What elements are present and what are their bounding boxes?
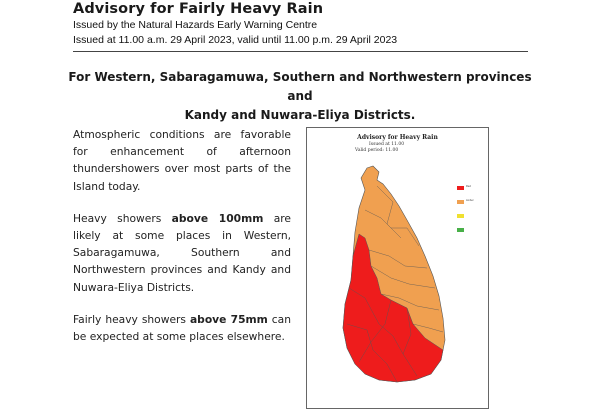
heavy-text-pre: Heavy showers xyxy=(73,211,172,225)
district-borders xyxy=(346,185,444,383)
legend-label-red: Red xyxy=(466,185,471,188)
affected-areas-heading: For Western, Sabaragamuwa, Southern and … xyxy=(60,68,540,125)
heavy-threshold: above 100mm xyxy=(171,211,264,225)
map-issued-text: Issued at 11.00 xyxy=(369,142,405,147)
map-region-heavy-rain xyxy=(342,233,444,383)
page-title: Advisory for Fairly Heavy Rain xyxy=(73,1,324,17)
issuer-line: Issued by the Natural Hazards Early Warn… xyxy=(73,19,318,31)
paragraph-heavy-showers: Heavy showers above 100mm are likely at … xyxy=(73,210,291,296)
map-valid-text: Valid period: 11.00 xyxy=(355,148,399,153)
advisory-body: Atmospheric conditions are favorable for… xyxy=(73,126,291,360)
affected-areas-line-2: Kandy and Nuwara-Eliya Districts. xyxy=(184,108,416,122)
advisory-map: Advisory for Heavy Rain Issued at 11.00 … xyxy=(306,127,489,409)
advisory-header: Advisory for Fairly Heavy Rain Issued by… xyxy=(73,0,533,52)
legend-label-amber: Amber xyxy=(466,199,474,202)
legend-swatch-yellow xyxy=(457,214,464,218)
fairly-heavy-text-pre: Fairly heavy showers xyxy=(73,312,190,326)
legend-swatch-red xyxy=(457,186,464,190)
paragraph-fairly-heavy-showers: Fairly heavy showers above 75mm can be e… xyxy=(73,311,291,345)
sri-lanka-map xyxy=(342,165,446,383)
legend-swatch-green xyxy=(457,228,464,232)
paragraph-conditions: Atmospheric conditions are favorable for… xyxy=(73,128,291,193)
heavy-text-post: are likely at some places in Western, Sa… xyxy=(73,211,291,294)
fairly-heavy-threshold: above 75mm xyxy=(189,312,268,326)
issue-time-line: Issued at 11.00 a.m. 29 April 2023, vali… xyxy=(73,33,528,52)
map-title: Advisory for Heavy Rain xyxy=(357,134,438,141)
affected-areas-line-1: For Western, Sabaragamuwa, Southern and … xyxy=(68,70,532,103)
legend-swatch-amber xyxy=(457,200,464,204)
fairly-heavy-text-post: can be expected at some places elsewhere… xyxy=(73,312,291,344)
